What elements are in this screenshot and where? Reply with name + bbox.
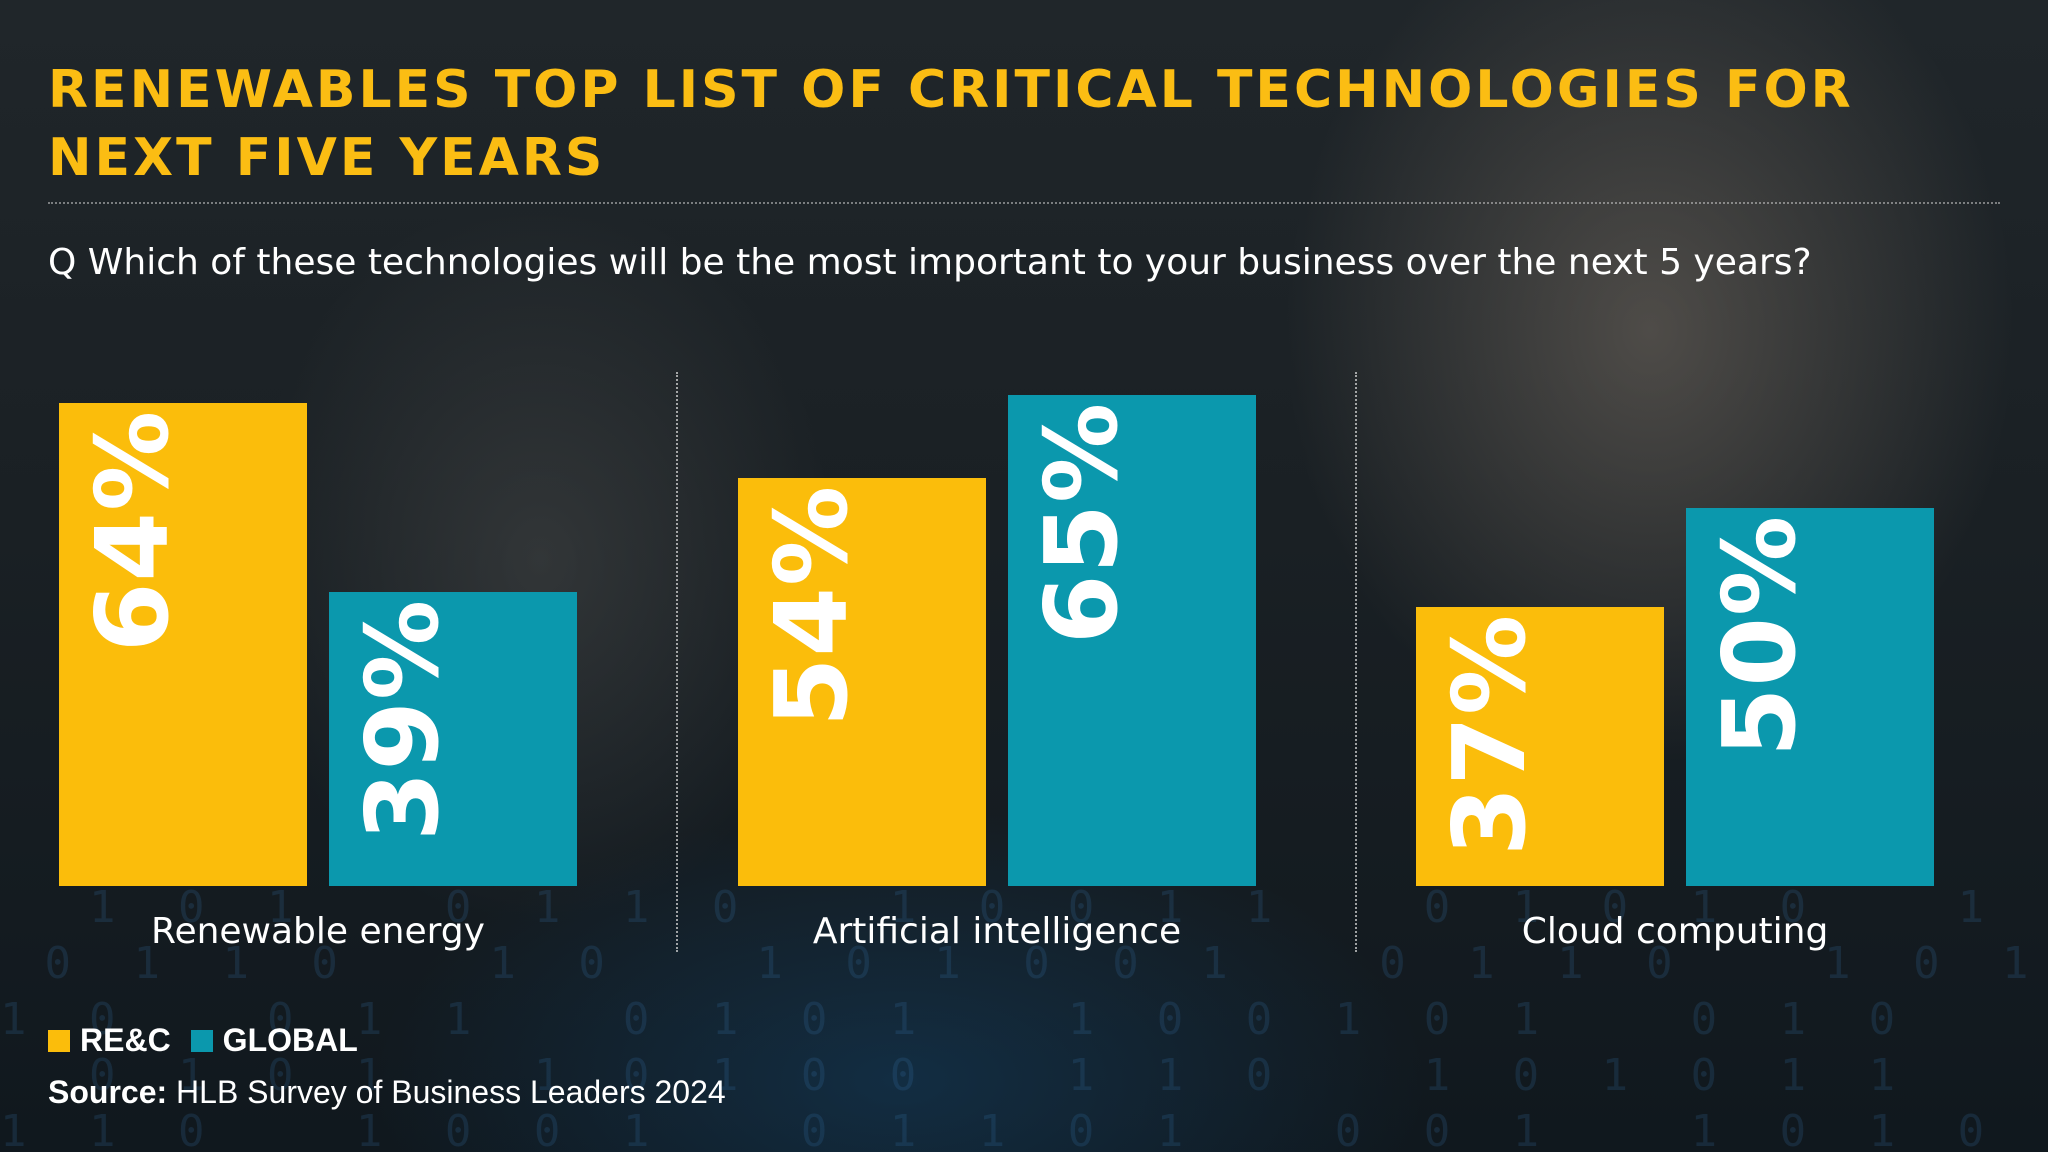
bar-value-label: 37% <box>1431 613 1548 857</box>
bar-value-label: 50% <box>1701 514 1818 758</box>
legend-swatch-global <box>190 1029 213 1052</box>
category-label: Artificial intelligence <box>812 911 1182 952</box>
category-label: Renewable energy <box>151 911 485 952</box>
bar-global <box>1008 395 1256 886</box>
group-divider <box>676 372 678 952</box>
bar-value-label: 65% <box>1023 401 1140 645</box>
source-note: Source: HLB Survey of Business Leaders 2… <box>48 1072 726 1112</box>
category-label: Cloud computing <box>1521 911 1829 952</box>
legend-label-global: GLOBAL <box>222 1022 358 1058</box>
chart-title-line-1: RENEWABLES TOP LIST OF CRITICAL TECHNOLO… <box>48 60 1854 120</box>
binary-digits-decoration: 1 0 1 0 1 1 0 1 0 0 1 1 0 1 0 1 0 1 1 0 … <box>0 882 2048 1152</box>
bar-value-label: 64% <box>74 409 191 653</box>
legend-item-rec: RE&C <box>48 1022 171 1059</box>
source-label: Source: <box>48 1074 168 1110</box>
bar-value-label: 54% <box>753 484 870 728</box>
bar-global <box>1686 508 1934 886</box>
bar-rec <box>59 403 307 886</box>
survey-question: Q Which of these technologies will be th… <box>48 242 1812 283</box>
title-divider <box>48 202 2000 204</box>
chart-title-line-2: NEXT FIVE YEARS <box>48 128 606 188</box>
bar-value-label: 39% <box>344 598 461 842</box>
legend-label-rec: RE&C <box>80 1022 171 1058</box>
group-divider <box>1355 372 1357 952</box>
legend: RE&C GLOBAL <box>48 1022 378 1059</box>
source-text: HLB Survey of Business Leaders 2024 <box>176 1074 726 1110</box>
bar-rec <box>738 478 986 886</box>
legend-swatch-rec <box>48 1029 70 1052</box>
bar-rec <box>1416 607 1664 886</box>
chart-title: RENEWABLES TOP LIST OF CRITICAL TECHNOLO… <box>48 56 1948 192</box>
bar-global <box>329 592 577 886</box>
legend-item-global: GLOBAL <box>190 1022 358 1059</box>
